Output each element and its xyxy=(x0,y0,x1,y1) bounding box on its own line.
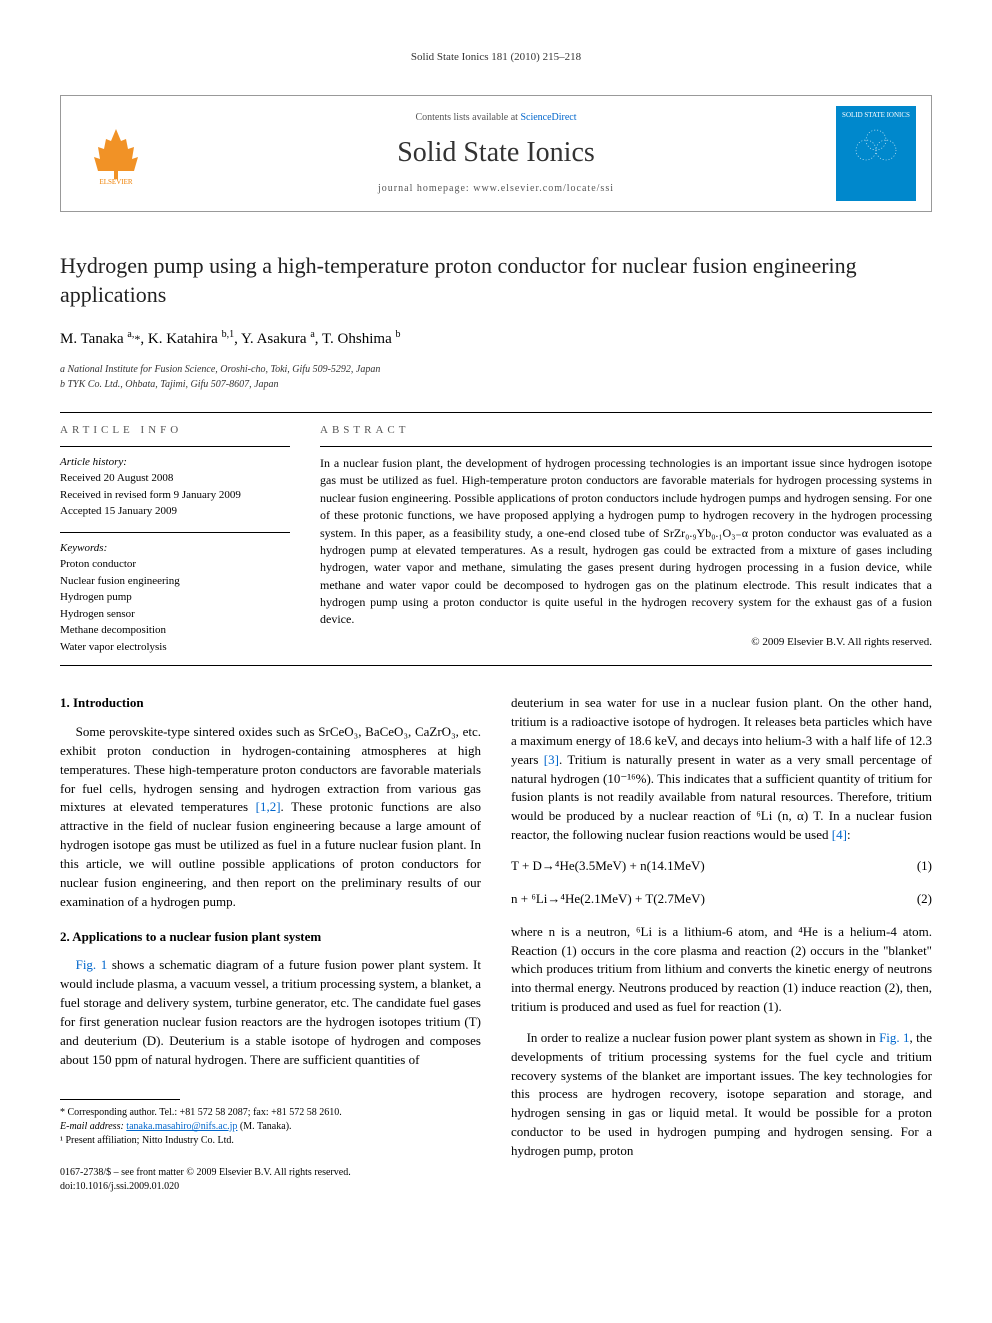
contents-available-line: Contents lists available at ScienceDirec… xyxy=(156,111,836,125)
email-link[interactable]: tanaka.masahiro@nifs.ac.jp xyxy=(126,1121,237,1132)
fig-1-link[interactable]: Fig. 1 xyxy=(879,1030,909,1045)
abstract-divider xyxy=(320,446,932,447)
abstract-copyright: © 2009 Elsevier B.V. All rights reserved… xyxy=(320,635,932,650)
footnotes: * Corresponding author. Tel.: +81 572 58… xyxy=(60,1106,481,1148)
keyword: Hydrogen pump xyxy=(60,589,290,606)
svg-text:ELSEVIER: ELSEVIER xyxy=(99,178,132,186)
journal-cover-thumb: SOLID STATE IONICS xyxy=(836,106,916,201)
keyword: Hydrogen sensor xyxy=(60,606,290,623)
eq2-body: n + ⁶Li→⁴He(2.1MeV) + T(2.7MeV) xyxy=(511,890,705,909)
history-received: Received 20 August 2008 xyxy=(60,470,290,487)
issn-line: 0167-2738/$ – see front matter © 2009 El… xyxy=(60,1166,481,1180)
keywords-label: Keywords: xyxy=(60,541,290,556)
section-1-para-1: Some perovskite-type sintered oxides suc… xyxy=(60,723,481,911)
col2-para-2: where n is a neutron, ⁶Li is a lithium-6… xyxy=(511,923,932,1017)
history-accepted: Accepted 15 January 2009 xyxy=(60,503,290,520)
authors-line: M. Tanaka a,*, K. Katahira b,1, Y. Asaku… xyxy=(60,328,932,350)
contents-prefix: Contents lists available at xyxy=(415,112,520,123)
keyword: Proton conductor xyxy=(60,556,290,573)
body-two-column: 1. Introduction Some perovskite-type sin… xyxy=(60,694,932,1194)
elsevier-tree-icon: ELSEVIER xyxy=(86,121,146,186)
ref-link-4[interactable]: [4] xyxy=(832,827,847,842)
history-label: Article history: xyxy=(60,455,290,470)
history-revised: Received in revised form 9 January 2009 xyxy=(60,487,290,504)
keyword: Water vapor electrolysis xyxy=(60,639,290,656)
eq1-body: T + D→⁴He(3.5MeV) + n(14.1MeV) xyxy=(511,857,705,876)
publisher-logo-block: ELSEVIER xyxy=(76,121,156,186)
running-head: Solid State Ionics 181 (2010) 215–218 xyxy=(60,50,932,65)
eq2-number: (2) xyxy=(917,890,932,909)
sciencedirect-link[interactable]: ScienceDirect xyxy=(520,112,576,123)
abstract-col: abstract In a nuclear fusion plant, the … xyxy=(320,413,932,656)
right-column: deuterium in sea water for use in a nucl… xyxy=(511,694,932,1194)
equation-2: n + ⁶Li→⁴He(2.1MeV) + T(2.7MeV) (2) xyxy=(511,890,932,909)
article-info-head: article info xyxy=(60,423,290,438)
cover-title: SOLID STATE IONICS xyxy=(842,112,910,120)
col2-para-3: In order to realize a nuclear fusion pow… xyxy=(511,1029,932,1161)
journal-homepage-line: journal homepage: www.elsevier.com/locat… xyxy=(156,182,836,196)
journal-name: Solid State Ionics xyxy=(156,133,836,172)
email-suffix: (M. Tanaka). xyxy=(237,1121,291,1132)
article-info-col: article info Article history: Received 2… xyxy=(60,413,290,656)
article-title: Hydrogen pump using a high-temperature p… xyxy=(60,252,932,309)
footer-block: 0167-2738/$ – see front matter © 2009 El… xyxy=(60,1166,481,1194)
section-1-head: 1. Introduction xyxy=(60,694,481,713)
journal-header: ELSEVIER Contents lists available at Sci… xyxy=(60,95,932,212)
keyword: Methane decomposition xyxy=(60,622,290,639)
abstract-head: abstract xyxy=(320,423,932,438)
doi-line: doi:10.1016/j.ssi.2009.01.020 xyxy=(60,1180,481,1194)
ref-link-3[interactable]: [3] xyxy=(544,752,559,767)
left-column: 1. Introduction Some perovskite-type sin… xyxy=(60,694,481,1194)
footnote-1: ¹ Present affiliation; Nitto Industry Co… xyxy=(60,1134,481,1148)
affiliation-b: b TYK Co. Ltd., Ohbata, Tajimi, Gifu 507… xyxy=(60,377,932,392)
homepage-prefix: journal homepage: xyxy=(378,183,473,194)
abstract-text: In a nuclear fusion plant, the developme… xyxy=(320,455,932,629)
affiliations: a National Institute for Fusion Science,… xyxy=(60,362,932,392)
email-line: E-mail address: tanaka.masahiro@nifs.ac.… xyxy=(60,1120,481,1134)
homepage-url: www.elsevier.com/locate/ssi xyxy=(473,183,614,194)
affiliation-a: a National Institute for Fusion Science,… xyxy=(60,362,932,377)
section-2-head: 2. Applications to a nuclear fusion plan… xyxy=(60,928,481,947)
section-2-para-1: Fig. 1 shows a schematic diagram of a fu… xyxy=(60,956,481,1069)
col2-para-1: deuterium in sea water for use in a nucl… xyxy=(511,694,932,845)
header-center: Contents lists available at ScienceDirec… xyxy=(156,111,836,196)
ref-link-1-2[interactable]: [1,2] xyxy=(256,799,281,814)
email-label: E-mail address: xyxy=(60,1121,126,1132)
info-divider xyxy=(60,446,290,447)
footnote-divider xyxy=(60,1099,180,1100)
equation-1: T + D→⁴He(3.5MeV) + n(14.1MeV) (1) xyxy=(511,857,932,876)
info-divider xyxy=(60,532,290,533)
fig-1-link[interactable]: Fig. 1 xyxy=(76,957,108,972)
corresponding-author-note: * Corresponding author. Tel.: +81 572 58… xyxy=(60,1106,481,1120)
info-abstract-row: article info Article history: Received 2… xyxy=(60,413,932,656)
eq1-number: (1) xyxy=(917,857,932,876)
keyword: Nuclear fusion engineering xyxy=(60,573,290,590)
divider xyxy=(60,665,932,666)
cover-graphic-icon xyxy=(841,120,911,180)
